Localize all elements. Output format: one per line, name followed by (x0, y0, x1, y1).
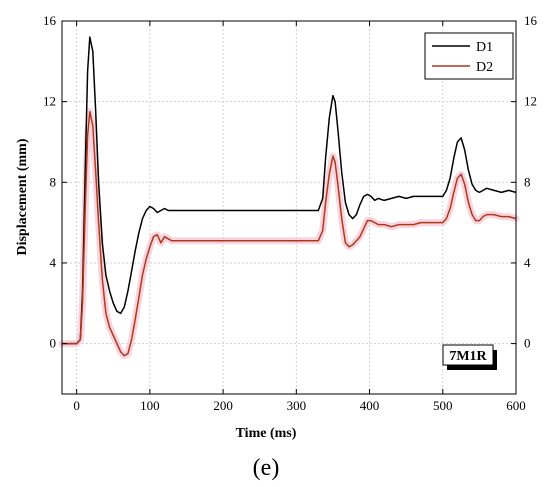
y-tick-label-left: 0 (50, 336, 57, 351)
x-tick-label: 200 (213, 398, 233, 413)
y-tick-label-left: 16 (43, 13, 57, 28)
series-line-d1 (62, 36, 517, 345)
y-tick-label-right: 8 (524, 174, 531, 189)
y-tick-label-right: 4 (524, 255, 531, 270)
y-tick-label-left: 8 (50, 174, 57, 189)
x-tick-label: 400 (360, 398, 380, 413)
x-tick-label: 100 (140, 398, 160, 413)
x-axis-title: Time (ms) (236, 426, 297, 441)
badge-box (442, 344, 494, 366)
legend-label-d2: D2 (476, 60, 493, 75)
series-lines (62, 36, 517, 357)
legend-label-d1: D1 (476, 40, 493, 55)
y-tick-label-right: 16 (524, 13, 538, 28)
y-tick-label-left: 4 (50, 255, 57, 270)
x-tick-label: 500 (433, 398, 453, 413)
legend: D1 D2 (424, 32, 514, 80)
d2-shade-band (58, 108, 520, 360)
x-tick-label: 300 (287, 398, 307, 413)
legend-box (424, 32, 514, 80)
x-tick-label: 0 (73, 398, 80, 413)
badge-label: 7M1R (449, 349, 487, 364)
y-tick-label-right: 0 (524, 336, 531, 351)
plot-frame (61, 20, 517, 395)
x-tick-label: 600 (506, 398, 526, 413)
series-d2-band (58, 108, 520, 360)
y-tick-label-left: 12 (43, 94, 56, 109)
series-line-d2 (62, 110, 517, 357)
panel-label: (e) (253, 455, 280, 481)
axis-ticks: 0 100 200 300 400 500 600 0 0 4 4 8 8 12 12 16 16 (43, 13, 538, 413)
y-tick-label-right: 12 (524, 94, 537, 109)
specimen-badge: 7M1R (442, 344, 497, 370)
y-axis-title: Displacement (mm) (15, 138, 30, 255)
